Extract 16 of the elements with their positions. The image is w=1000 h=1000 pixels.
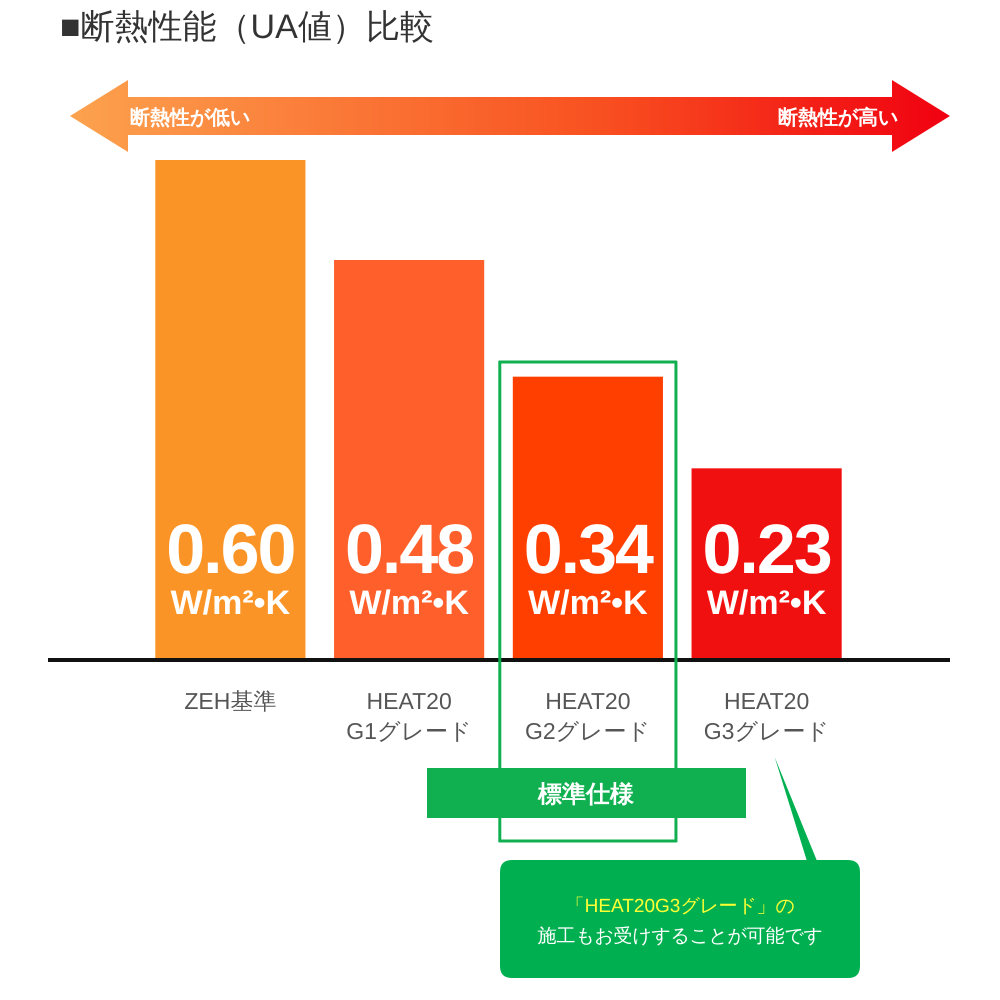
bar bbox=[155, 160, 306, 660]
x-tick-label: HEAT20 G3グレード bbox=[704, 688, 830, 744]
x-tick-label: HEAT20 G1グレード bbox=[346, 688, 472, 744]
data-label: 0.48 W/m²•K bbox=[345, 510, 474, 622]
x-tick-label: HEAT20 G2グレード bbox=[525, 688, 651, 744]
data-label: 0.60 W/m²•K bbox=[166, 510, 295, 622]
text: 標準仕様 bbox=[537, 781, 635, 808]
bar bbox=[334, 260, 484, 660]
chart-title: ■断熱性能（UA値）比較 bbox=[60, 8, 434, 46]
text: 「HEAT20G3グレード」の bbox=[566, 896, 794, 917]
data-label: 0.23 W/m²•K bbox=[702, 510, 831, 622]
text: 断熱性が高い bbox=[778, 106, 898, 129]
text: 施工もお受けすることが可能です bbox=[538, 926, 822, 947]
data-label: 0.34 W/m²•K bbox=[524, 510, 654, 622]
text: 断熱性が低い bbox=[130, 107, 250, 129]
x-tick-label: ZEH基準 bbox=[184, 688, 276, 714]
